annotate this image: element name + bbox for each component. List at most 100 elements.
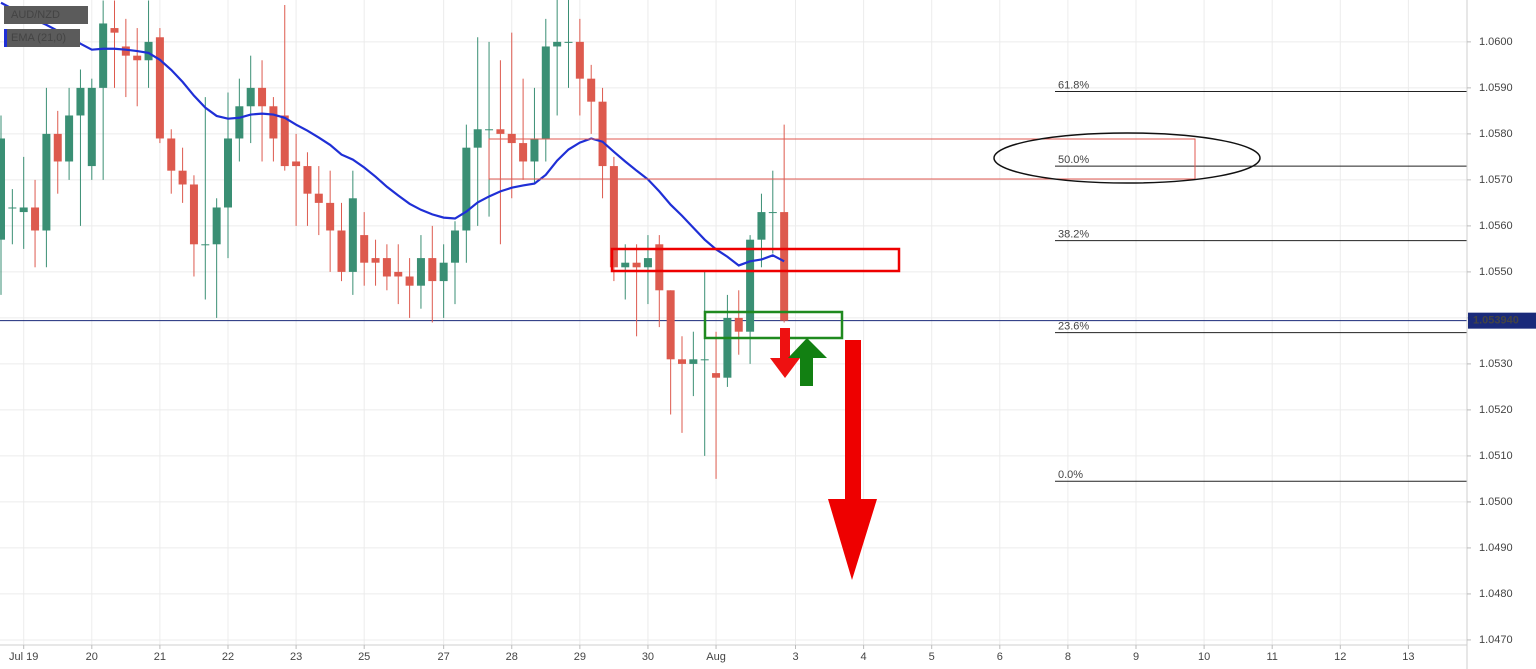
candle-body <box>201 244 210 246</box>
candle-body <box>700 359 709 361</box>
y-tick-label: 1.0570 <box>1479 174 1513 186</box>
y-tick-label: 1.0580 <box>1479 128 1513 140</box>
x-tick-label: 4 <box>861 651 867 663</box>
y-tick-label: 1.0560 <box>1479 220 1513 232</box>
plot-area: 61.8% 50.0% 38.2% 23.6% 0.0% <box>0 0 1467 482</box>
candle-body <box>416 258 425 286</box>
candle-body <box>189 184 198 245</box>
candle-body <box>314 193 323 203</box>
candle-body <box>768 212 777 214</box>
candle-body <box>178 170 187 185</box>
candle-body <box>246 87 255 107</box>
candle-body <box>553 41 562 47</box>
candle-body <box>689 359 698 364</box>
candle-body <box>258 87 267 107</box>
candle-body <box>723 317 732 378</box>
candle-body <box>519 143 528 162</box>
candle-body <box>65 115 74 162</box>
candle-body <box>621 262 630 268</box>
candle-body <box>428 258 437 282</box>
y-tick-label: 1.0590 <box>1479 82 1513 94</box>
candle-body <box>473 129 482 148</box>
candle-body <box>360 235 369 263</box>
candle-body <box>780 212 789 321</box>
candle-body <box>530 138 539 162</box>
fib-label: 61.8% <box>1058 79 1089 91</box>
x-tick-label: 12 <box>1334 651 1346 663</box>
candle-body <box>53 133 62 162</box>
candle-body <box>598 101 607 167</box>
big-down-arrow <box>828 340 877 580</box>
candle-body <box>167 138 176 171</box>
y-tick-label: 1.0530 <box>1479 358 1513 370</box>
candle-body <box>87 87 96 167</box>
x-tick-label: 28 <box>506 651 518 663</box>
candle-body <box>462 147 471 231</box>
last-price-label: 1.053940 <box>1473 315 1519 327</box>
x-tick-label: 27 <box>438 651 450 663</box>
candle-body <box>133 55 142 61</box>
y-tick-label: 1.0480 <box>1479 588 1513 600</box>
candle-body <box>155 37 164 139</box>
x-tick-label: 13 <box>1402 651 1414 663</box>
candle-body <box>269 106 278 139</box>
grid <box>0 0 1467 645</box>
x-tick-label: Aug <box>706 651 726 663</box>
candle-body <box>666 290 675 360</box>
legend: AUD/NZD EMA (21,0) <box>4 6 88 47</box>
x-tick-label: 20 <box>86 651 98 663</box>
candle-body <box>496 129 505 134</box>
candle-body <box>655 244 664 291</box>
last-price-tag <box>1468 312 1536 329</box>
candle-body <box>734 317 743 332</box>
y-tick-label: 1.0500 <box>1479 496 1513 508</box>
candle-body <box>746 239 755 332</box>
candle-body <box>31 207 40 231</box>
fib-label: 23.6% <box>1058 321 1089 333</box>
candle-body <box>224 138 232 208</box>
green-box <box>703 310 844 340</box>
axes: 1.0470 1.0480 1.0490 1.0500 1.0510 1.0520 1.05… <box>9 36 1536 663</box>
legend-box <box>4 29 80 47</box>
candle-body <box>280 115 289 167</box>
candle-body <box>99 23 108 88</box>
candle-body <box>303 166 312 194</box>
x-tick-label: Jul 19 <box>9 651 38 663</box>
x-tick-label: 9 <box>1133 651 1139 663</box>
candle-body <box>451 230 459 263</box>
candle-body <box>609 166 618 268</box>
candle-body <box>382 258 391 277</box>
candle-body <box>337 230 346 272</box>
x-tick-label: 11 <box>1266 651 1277 663</box>
candle-body <box>757 212 766 240</box>
ellipse <box>993 132 1261 184</box>
legend-swatch <box>4 29 7 47</box>
red-box <box>610 247 901 273</box>
legend-label: EMA (21,0) <box>11 32 66 44</box>
candle-body <box>643 258 652 268</box>
fib-label: 50.0% <box>1058 154 1089 166</box>
x-tick-label: 23 <box>290 651 302 663</box>
x-tick-label: 25 <box>358 651 370 663</box>
candle-body <box>121 46 130 56</box>
candle-body <box>144 41 153 61</box>
x-tick-label: 21 <box>154 651 166 663</box>
candle-body <box>371 258 380 263</box>
candle-body <box>541 46 550 139</box>
x-tick-label: 6 <box>997 651 1003 663</box>
x-tick-label: 30 <box>642 651 654 663</box>
x-tick-label: 10 <box>1198 651 1210 663</box>
up-arrow <box>788 338 827 386</box>
candle-body <box>326 202 335 231</box>
candle-body <box>587 78 596 102</box>
candle-body <box>19 207 28 213</box>
resistance-zone <box>488 138 1196 180</box>
candle-body <box>507 133 516 144</box>
x-tick-label: 22 <box>222 651 234 663</box>
x-tick-label: 8 <box>1065 651 1071 663</box>
legend-label: AUD/NZD <box>11 9 60 21</box>
y-tick-label: 1.0520 <box>1479 404 1513 416</box>
fib-label: 0.0% <box>1058 469 1083 481</box>
x-tick-label: 3 <box>792 651 798 663</box>
